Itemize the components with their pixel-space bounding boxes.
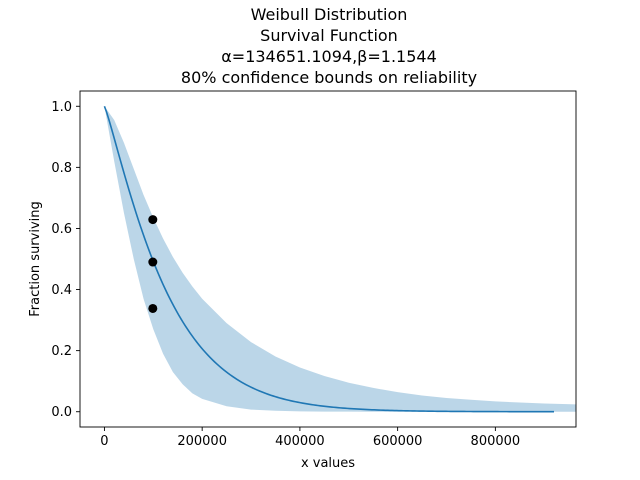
plot-frame (79, 90, 577, 428)
confidence-band (104, 106, 576, 412)
axes: 0 200000 400000 600000 800000 0.0 0.2 0.4 0.6 0.8… (51, 90, 577, 449)
y-tick-label: 0.6 (51, 222, 72, 237)
x-tick-label: 400000 (275, 434, 325, 449)
chart-title-line-2: Survival Function (260, 26, 398, 45)
x-tick-label: 0 (100, 434, 108, 449)
plot-content (103, 105, 576, 413)
plot-area (103, 105, 576, 413)
data-point (148, 303, 158, 313)
y-tick-label: 0.2 (51, 344, 72, 359)
data-point (148, 215, 158, 225)
x-tick-label: 600000 (373, 434, 423, 449)
x-tick-label: 800000 (471, 434, 521, 449)
x-tick-label: 200000 (177, 434, 227, 449)
data-point (148, 257, 158, 267)
y-tick-label: 0.0 (51, 405, 72, 420)
y-tick-label: 1.0 (51, 100, 72, 115)
y-tick-label: 0.8 (51, 161, 72, 176)
x-axis-label: x values (301, 456, 355, 471)
survival-curve-line (103, 105, 555, 413)
y-axis-label: Fraction surviving (28, 201, 43, 316)
chart-title-line-3: α=134651.1094,β=1.1544 (221, 47, 437, 66)
chart-title-line-4: 80% confidence bounds on reliability (181, 68, 477, 87)
y-tick-label: 0.4 (51, 283, 72, 298)
chart-title-line-1: Weibull Distribution (251, 5, 408, 24)
